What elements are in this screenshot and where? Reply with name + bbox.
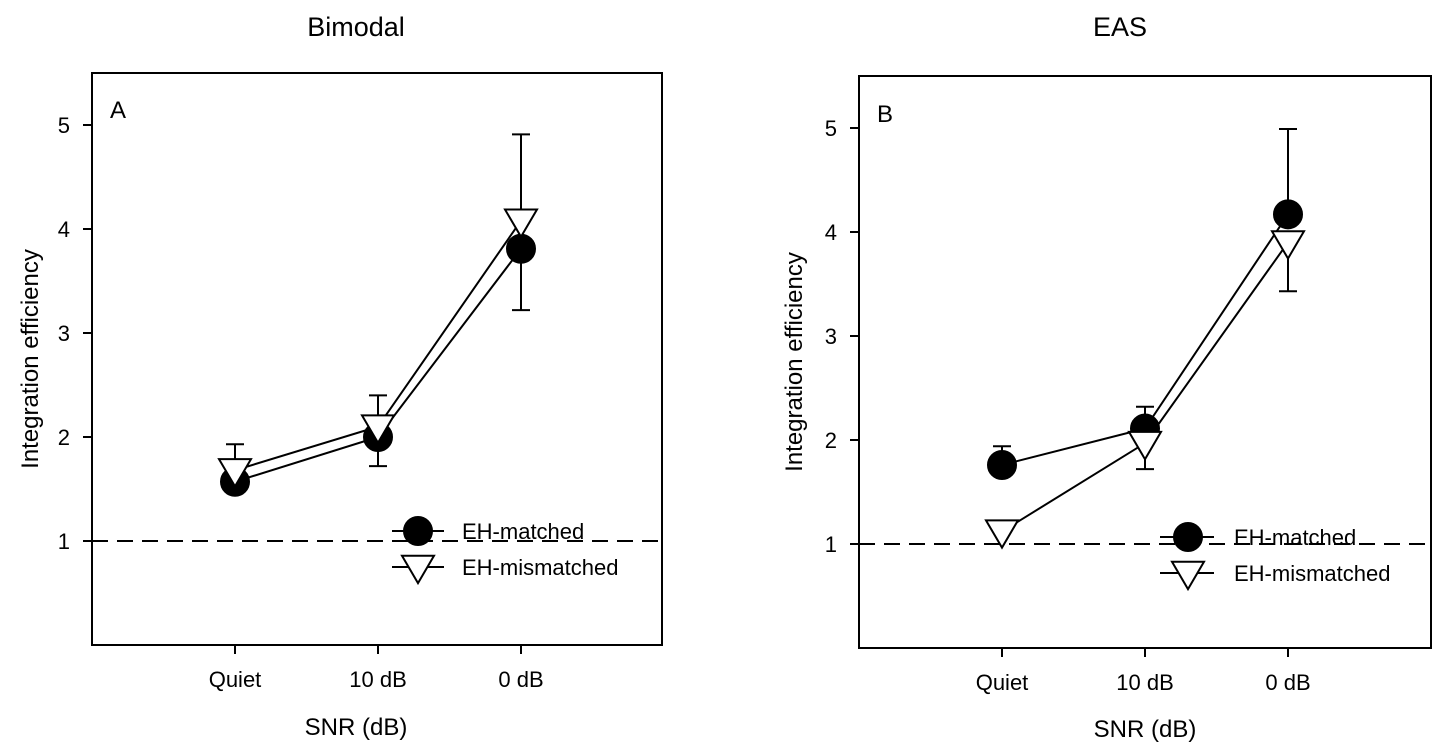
panel-a-legend-marker-1 <box>400 554 436 586</box>
panel-b-series-0-point-0 <box>987 449 1017 480</box>
panel-b-y-tick-label-2: 2 <box>825 428 837 453</box>
panel-b-y-tick-label-1: 1 <box>825 532 837 557</box>
panel-a-legend-label-0: EH-matched <box>462 519 584 544</box>
panel-b-y-tick-label-5: 5 <box>825 116 837 141</box>
panel-b-x-axis-label: SNR (dB) <box>1094 716 1197 743</box>
panel-b-legend-label-1: EH-mismatched <box>1234 561 1390 586</box>
panel-a-x-tick-label-1: 10 dB <box>349 667 407 692</box>
panel-a-series-1-point-1 <box>360 414 396 445</box>
panel-b-y-tick-label-4: 4 <box>825 220 837 245</box>
panel-a-y-tick-label-5: 5 <box>58 113 70 138</box>
panel-b-x-tick-label-1: 10 dB <box>1116 670 1174 695</box>
panel-b-legend-marker-1 <box>1170 560 1206 592</box>
panel-b-series-1-point-2 <box>1270 230 1306 261</box>
panel-a-legend-marker-0 <box>403 516 433 546</box>
panel-b-y-axis-label: Integration efficiency <box>781 252 808 472</box>
panel-a-y-tick-label-3: 3 <box>58 321 70 346</box>
panel-a-y-tick-label-1: 1 <box>58 529 70 554</box>
panel-a-label: A <box>110 97 126 124</box>
panel-b-legend-marker-0 <box>1173 522 1203 552</box>
panel-b-series-1-point-1 <box>1127 430 1163 462</box>
panel-a: Bimodal A 1 2 3 4 5 Quiet 10 dB 0 dB EH-matched E… <box>17 12 663 741</box>
panel-a-series-1-point-0 <box>217 458 253 489</box>
panel-b-legend-label-0: EH-matched <box>1234 525 1356 550</box>
panel-b-x-tick-label-2: 0 dB <box>1265 670 1310 695</box>
panel-a-series-1-point-2 <box>503 208 539 239</box>
panel-a-y-tick-label-2: 2 <box>58 425 70 450</box>
panel-b-series-1-line <box>1001 241 1289 533</box>
panel-b-title: EAS <box>1093 12 1147 42</box>
panel-a-legend-label-1: EH-mismatched <box>462 555 618 580</box>
panel-a-plot: 1 2 3 4 5 Quiet 10 dB 0 dB EH-matched EH-mismatch… <box>58 113 662 692</box>
panel-a-x-axis-label: SNR (dB) <box>305 714 408 741</box>
panel-b-plot: 1 2 3 4 5 Quiet 10 dB 0 dB EH-matched EH-mismatch… <box>825 116 1431 695</box>
panel-b-label: B <box>877 101 893 128</box>
panel-b: EAS B 1 2 3 4 5 Quiet 10 dB 0 dB EH-matched EH-mi… <box>781 12 1432 743</box>
panel-a-title: Bimodal <box>307 12 405 42</box>
panel-b-series-0-point-2 <box>1273 199 1303 230</box>
panel-b-x-tick-label-0: Quiet <box>976 670 1029 695</box>
panel-b-y-tick-label-3: 3 <box>825 324 837 349</box>
panel-a-y-tick-label-4: 4 <box>58 217 70 242</box>
panel-b-series-1-point-0 <box>984 519 1020 550</box>
panel-a-y-axis-label: Integration efficiency <box>17 249 44 469</box>
panel-a-x-tick-label-2: 0 dB <box>498 667 543 692</box>
panel-a-x-tick-label-0: Quiet <box>209 667 262 692</box>
